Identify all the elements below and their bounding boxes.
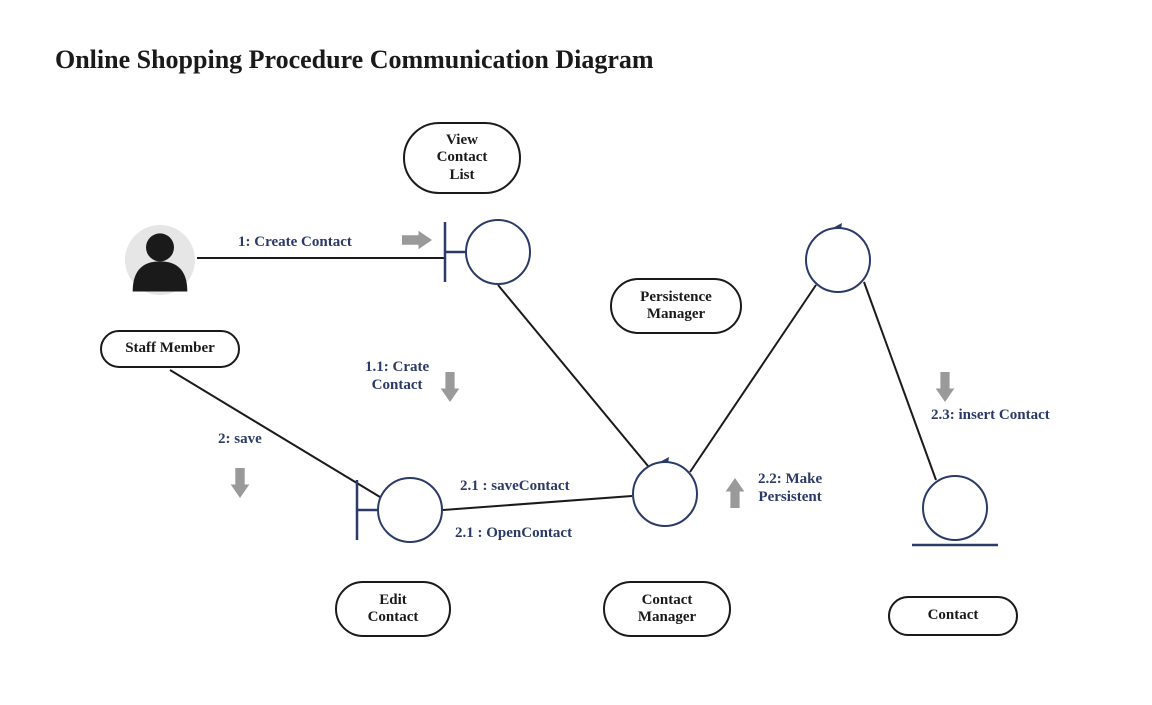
pill-label: EditContact	[368, 592, 419, 627]
msg-2-3: 2.3: insert Contact	[931, 406, 1050, 424]
lifeline-contact-manager	[632, 461, 698, 527]
pill-label: Staff Member	[125, 340, 215, 357]
pill-persistence-manager: PersistenceManager	[610, 278, 742, 334]
pill-view-contact-list: ViewContactList	[403, 122, 521, 194]
msg-2: 2: save	[218, 430, 262, 448]
pill-label: ViewContactList	[437, 132, 488, 184]
pill-contact: Contact	[888, 596, 1018, 636]
pill-label: PersistenceManager	[640, 289, 712, 324]
pill-staff-member: Staff Member	[100, 330, 240, 368]
pill-label: Contact	[928, 607, 979, 624]
pill-contact-manager: ContactManager	[603, 581, 731, 637]
msg-2-1a: 2.1 : saveContact	[460, 477, 570, 495]
msg-2-1b: 2.1 : OpenContact	[455, 524, 572, 542]
lifeline-contact	[922, 475, 988, 541]
pill-edit-contact: EditContact	[335, 581, 451, 637]
msg-1-1: 1.1: CrateContact	[365, 358, 429, 394]
msg-1: 1: Create Contact	[238, 233, 352, 251]
msg-2-2: 2.2: MakePersistent	[758, 470, 822, 506]
pill-label: ContactManager	[638, 592, 696, 627]
lifeline-view-contact-list	[465, 219, 531, 285]
lifeline-edit-contact	[377, 477, 443, 543]
lifeline-persistence-manager	[805, 227, 871, 293]
page-title: Online Shopping Procedure Communication …	[55, 45, 654, 75]
